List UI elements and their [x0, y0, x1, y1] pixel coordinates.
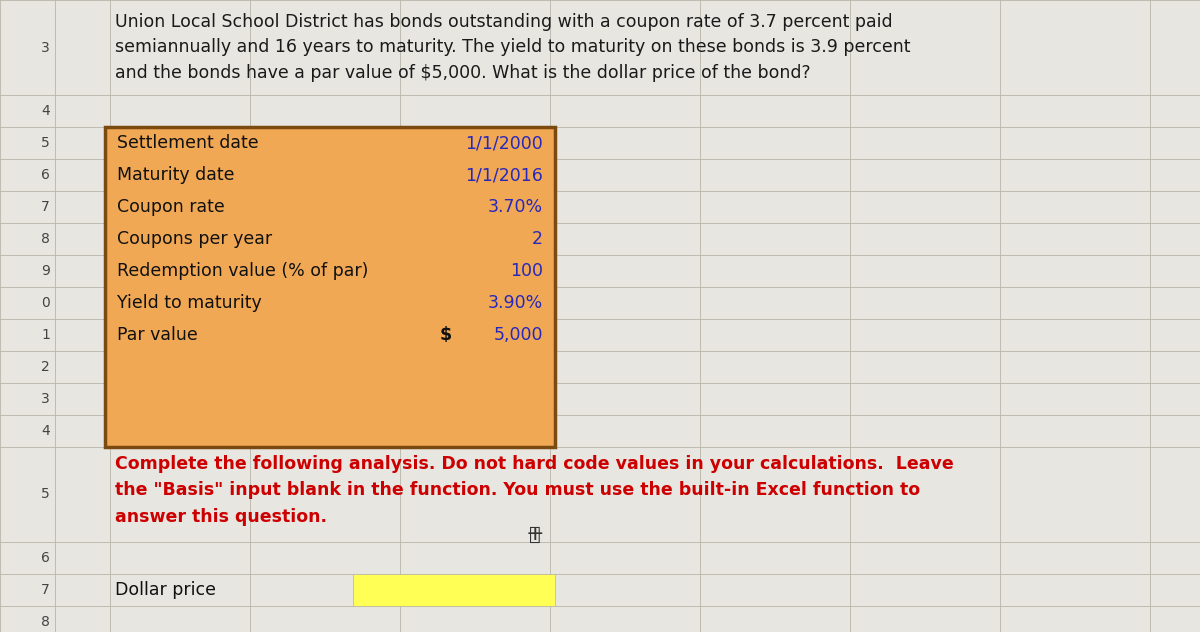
- Text: Coupons per year: Coupons per year: [118, 230, 272, 248]
- Text: 3.90%: 3.90%: [487, 294, 542, 312]
- FancyBboxPatch shape: [106, 127, 554, 447]
- Text: 0: 0: [41, 296, 50, 310]
- Text: 6: 6: [41, 168, 50, 182]
- Text: 5: 5: [41, 487, 50, 502]
- Text: 2: 2: [41, 360, 50, 374]
- Text: ⭢: ⭢: [529, 525, 541, 544]
- Text: 3: 3: [41, 392, 50, 406]
- Text: 7: 7: [41, 583, 50, 597]
- Text: 3: 3: [41, 40, 50, 54]
- Text: Dollar price: Dollar price: [115, 581, 216, 599]
- Text: 5,000: 5,000: [493, 326, 542, 344]
- Text: Maturity date: Maturity date: [118, 166, 234, 184]
- FancyBboxPatch shape: [353, 574, 554, 606]
- Text: 7: 7: [41, 200, 50, 214]
- Text: 1: 1: [41, 328, 50, 342]
- Text: +: +: [526, 524, 545, 544]
- Text: 1/1/2000: 1/1/2000: [466, 134, 542, 152]
- Text: 1/1/2016: 1/1/2016: [466, 166, 542, 184]
- Text: 2: 2: [532, 230, 542, 248]
- Text: Par value: Par value: [118, 326, 198, 344]
- Text: Complete the following analysis. Do not hard code values in your calculations.  : Complete the following analysis. Do not …: [115, 455, 954, 526]
- Text: 6: 6: [41, 551, 50, 565]
- Text: Yield to maturity: Yield to maturity: [118, 294, 262, 312]
- Text: 3.70%: 3.70%: [488, 198, 542, 216]
- Text: 8: 8: [41, 232, 50, 246]
- Text: Union Local School District has bonds outstanding with a coupon rate of 3.7 perc: Union Local School District has bonds ou…: [115, 13, 911, 82]
- Text: 9: 9: [41, 264, 50, 278]
- Text: 100: 100: [510, 262, 542, 280]
- Text: 4: 4: [41, 424, 50, 438]
- Text: 4: 4: [41, 104, 50, 118]
- Text: Coupon rate: Coupon rate: [118, 198, 224, 216]
- Text: 5: 5: [41, 136, 50, 150]
- Text: $: $: [440, 326, 452, 344]
- Text: 8: 8: [41, 615, 50, 629]
- Text: Settlement date: Settlement date: [118, 134, 259, 152]
- Text: Redemption value (% of par): Redemption value (% of par): [118, 262, 368, 280]
